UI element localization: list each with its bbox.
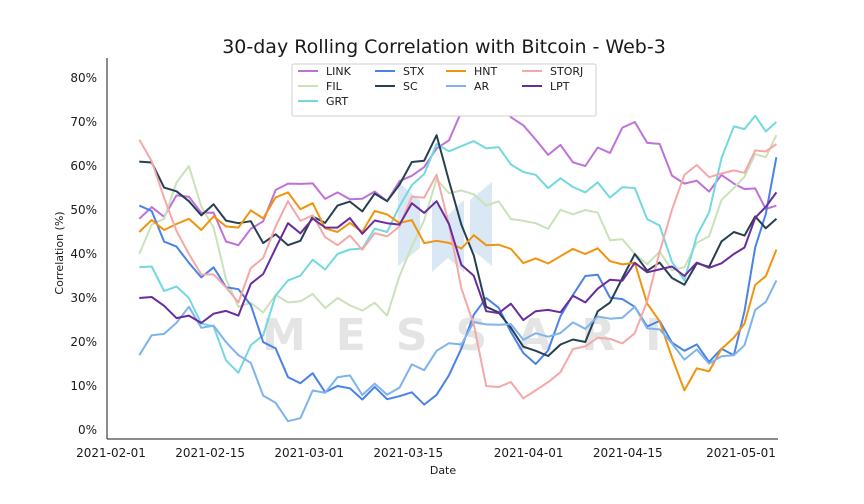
legend-label-grt: GRT bbox=[326, 95, 348, 108]
legend-label-lpt: LPT bbox=[550, 80, 570, 93]
y-tick-label: 20% bbox=[70, 335, 97, 349]
y-tick-label: 80% bbox=[70, 71, 97, 85]
series-line-lpt bbox=[139, 191, 778, 324]
watermark-logo-left bbox=[398, 182, 420, 266]
legend-label-fil: FIL bbox=[326, 80, 343, 93]
x-tick-label: 2021-02-01 bbox=[76, 446, 146, 460]
series-line-hnt bbox=[138, 191, 778, 392]
series-line-sc bbox=[139, 134, 778, 357]
y-axis-label: Correlation (%) bbox=[53, 211, 66, 294]
legend-label-sc: SC bbox=[403, 80, 418, 93]
legend-label-ar: AR bbox=[474, 80, 490, 93]
y-tick-label: 30% bbox=[70, 291, 97, 305]
y-tick-label: 50% bbox=[70, 203, 97, 217]
x-tick-label: 2021-05-01 bbox=[706, 446, 776, 460]
legend-box bbox=[291, 63, 597, 117]
series-line-storj bbox=[138, 139, 777, 400]
x-axis-ticks: 2021-02-01 2021-02-15 2021-03-01 2021-03-15… bbox=[76, 446, 776, 460]
legend-label-link: LINK bbox=[326, 65, 352, 78]
y-tick-label: 0% bbox=[78, 423, 97, 437]
x-tick-label: 2021-03-01 bbox=[274, 446, 344, 460]
watermark: MESSARI bbox=[262, 182, 662, 361]
x-tick-label: 2021-03-15 bbox=[373, 446, 443, 460]
chart-title: 30-day Rolling Correlation with Bitcoin … bbox=[222, 36, 666, 58]
y-axis-ticks: 0% 10% 20% 30% 40% 50% 60% 70% 80% bbox=[70, 71, 97, 437]
x-axis-label: Date bbox=[430, 464, 457, 477]
series-line-stx bbox=[138, 157, 778, 406]
legend-label-hnt: HNT bbox=[474, 65, 498, 78]
series-layer bbox=[138, 81, 778, 423]
y-tick-label: 10% bbox=[70, 379, 97, 393]
legend-label-stx: STX bbox=[403, 65, 425, 78]
y-tick-label: 60% bbox=[70, 159, 97, 173]
series-line-grt bbox=[139, 114, 778, 374]
y-tick-label: 70% bbox=[70, 115, 97, 129]
y-tick-label: 40% bbox=[70, 247, 97, 261]
watermark-logo-mid bbox=[432, 200, 464, 272]
x-tick-label: 2021-02-15 bbox=[175, 446, 245, 460]
series-line-ar bbox=[138, 279, 778, 423]
legend-label-storj: STORJ bbox=[550, 65, 583, 78]
legend-items: LINK FIL GRT STX SC HNT AR STORJ LPT bbox=[298, 65, 583, 108]
x-tick-label: 2021-04-01 bbox=[494, 446, 564, 460]
legend: LINK FIL GRT STX SC HNT AR STORJ LPT bbox=[291, 63, 597, 117]
x-tick-label: 2021-04-15 bbox=[593, 446, 663, 460]
